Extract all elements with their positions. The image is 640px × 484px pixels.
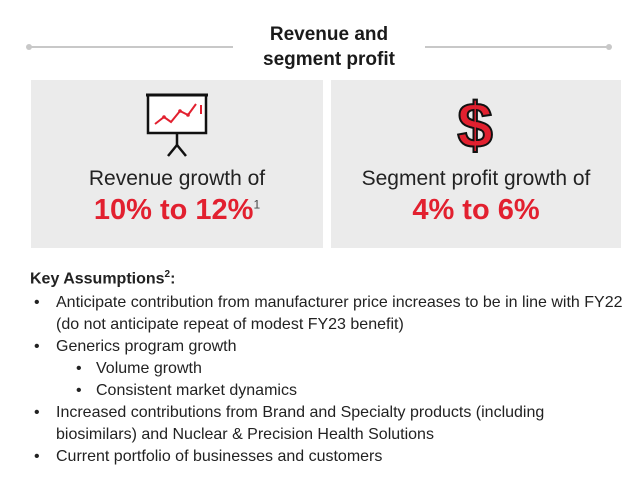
header-rule-right xyxy=(425,46,610,48)
key-assumptions-heading-colon: : xyxy=(170,270,176,288)
sub-list-item: Volume growth xyxy=(30,358,625,380)
revenue-footnote: 1 xyxy=(253,197,261,212)
chart-presentation-icon xyxy=(146,93,208,157)
svg-text:$: $ xyxy=(457,92,493,154)
dollar-sign-icon: $ xyxy=(456,92,494,154)
generics-sub-list: Volume growth Consistent market dynamics xyxy=(30,358,625,402)
key-assumptions-heading-text: Key Assumptions xyxy=(30,270,165,288)
segment-profit-growth-label: Segment profit growth of xyxy=(361,167,591,190)
key-assumptions-heading: Key Assumptions2: xyxy=(30,264,625,290)
section-title-line1: Revenue and xyxy=(269,24,389,45)
header-rule-left xyxy=(28,46,233,48)
section-title-line2: segment profit xyxy=(263,49,395,70)
revenue-growth-value: 10% to 12%1 xyxy=(31,194,323,227)
segment-profit-growth-value: 4% to 6% xyxy=(412,194,540,226)
key-assumptions: Key Assumptions2: Anticipate contributio… xyxy=(30,264,625,468)
assumptions-list: Anticipate contribution from manufacture… xyxy=(30,292,625,468)
revenue-panel: Revenue growth of 10% to 12%1 xyxy=(31,80,323,248)
list-item: Current portfolio of businesses and cust… xyxy=(30,446,625,468)
section-title: Revenue and segment profit xyxy=(233,22,425,72)
header-rule-left-dot xyxy=(26,44,32,50)
list-item: Generics program growth Volume growth Co… xyxy=(30,336,625,402)
segment-profit-panel: $ Segment profit growth of 4% to 6% xyxy=(331,80,621,248)
key-assumptions-footnote: 2 xyxy=(164,269,171,280)
header-rule-right-dot xyxy=(606,44,612,50)
list-item: Increased contributions from Brand and S… xyxy=(30,402,625,446)
list-item-text: Generics program growth xyxy=(56,338,237,356)
list-item: Anticipate contribution from manufacture… xyxy=(30,292,625,336)
revenue-growth-label: Revenue growth of xyxy=(88,167,266,190)
sub-list-item: Consistent market dynamics xyxy=(30,380,625,402)
revenue-growth-range: 10% to 12% xyxy=(93,194,254,226)
